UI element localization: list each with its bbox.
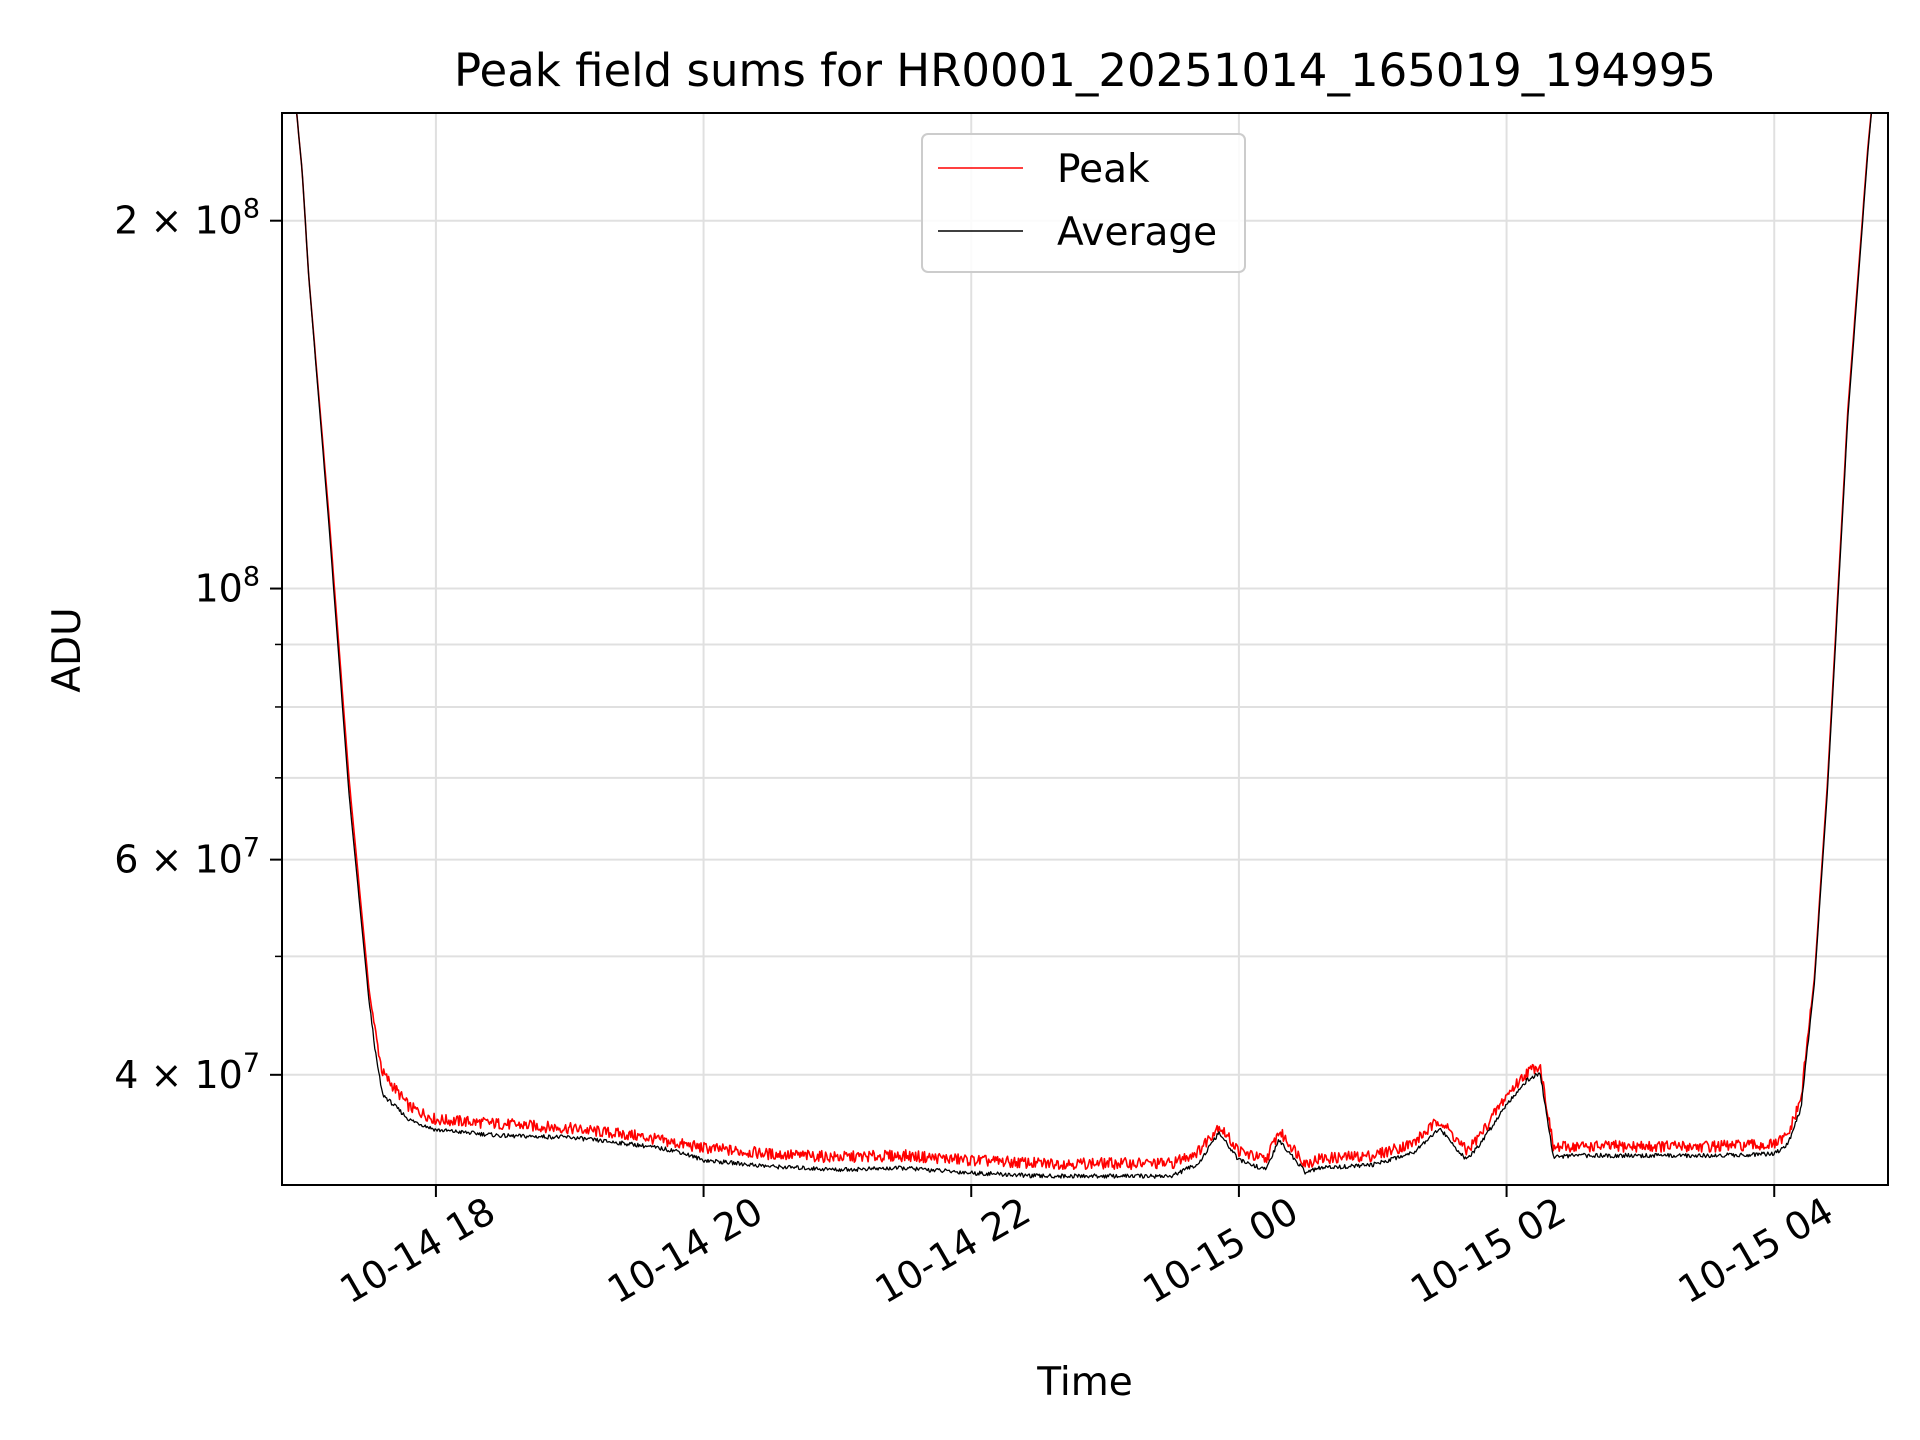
y-tick-mantissa: 4 bbox=[114, 1053, 138, 1097]
y-tick-base: 10 bbox=[194, 1053, 242, 1097]
legend-peak-label: Peak bbox=[1057, 147, 1150, 192]
y-tick-times: × bbox=[138, 838, 194, 882]
chart-title: Peak field sums for HR0001_20251014_1650… bbox=[454, 44, 1716, 97]
legend-average-label: Average bbox=[1057, 210, 1217, 255]
y-tick-mantissa: 6 bbox=[114, 838, 138, 882]
y-tick-exponent: 7 bbox=[243, 833, 260, 864]
legend: Peak Average bbox=[922, 134, 1245, 272]
y-tick-base: 10 bbox=[194, 199, 242, 243]
y-tick-exponent: 8 bbox=[243, 562, 260, 593]
x-axis-label: Time bbox=[1036, 1360, 1132, 1405]
y-tick-exponent: 7 bbox=[243, 1048, 260, 1079]
y-tick-label: 4 × 107 bbox=[114, 1048, 260, 1097]
chart-figure: Peak field sums for HR0001_20251014_1650… bbox=[0, 0, 1920, 1440]
y-tick-times: × bbox=[138, 1053, 194, 1097]
y-tick-base: 10 bbox=[194, 567, 242, 611]
y-tick-mantissa: 2 bbox=[114, 199, 138, 243]
y-tick-label: 2 × 108 bbox=[114, 194, 260, 243]
y-axis-label: ADU bbox=[45, 607, 90, 692]
y-tick-times: × bbox=[138, 199, 194, 243]
y-tick-exponent: 8 bbox=[243, 194, 260, 225]
y-tick-label: 6 × 107 bbox=[114, 833, 260, 882]
y-tick-base: 10 bbox=[194, 838, 242, 882]
